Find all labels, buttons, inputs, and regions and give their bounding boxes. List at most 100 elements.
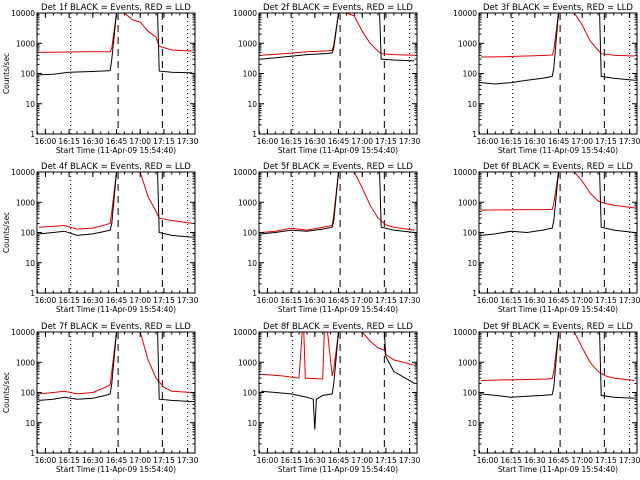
y-tick-label: 10000 [453,9,477,18]
panel-title: Det 4f BLACK = Events, RED = LLD [41,162,191,172]
x-tick-label: 16:45 [548,456,570,465]
x-tick-label: 17:00 [571,296,593,305]
x-axis-label: Start Time (11-Apr-09 15:54:40) [56,146,176,155]
panel-grid: Det 1f BLACK = Events, RED = LLD 1 10 100 10… [2,3,640,474]
y-tick-label: 1 [472,289,477,298]
events-rate-line [39,13,193,76]
y-axis-label: Counts/sec [2,212,11,253]
detector-panel: Det 3f BLACK = Events, RED = LLD 1 10 100 10… [453,3,640,155]
detector-panel: Det 9f BLACK = Events, RED = LLD 1 10 100 10… [453,322,640,474]
y-tick-label: 100 [243,229,258,238]
x-tick-label: 16:00 [477,456,499,465]
x-tick-label: 17:30 [619,296,640,305]
x-tick-label: 16:45 [106,296,128,305]
x-axis-label: Start Time (11-Apr-09 15:54:40) [498,146,618,155]
detector-panel: Det 6f BLACK = Events, RED = LLD 1 10 100 10… [453,162,640,314]
x-tick-label: 17:15 [595,137,617,146]
y-tick-label: 10 [25,100,35,109]
x-tick-label: 17:30 [399,296,421,305]
y-tick-label: 100 [463,389,478,398]
x-tick-label: 17:30 [177,296,199,305]
lld-rate-line [481,332,635,381]
y-tick-label: 1 [252,449,257,458]
x-tick-label: 17:30 [177,137,199,146]
x-tick-label: 16:45 [328,137,350,146]
detector-panel: Det 7f BLACK = Events, RED = LLD 1 10 100 10… [2,322,199,474]
y-tick-label: 10000 [233,9,257,18]
panel-title: Det 6f BLACK = Events, RED = LLD [483,162,633,172]
y-tick-label: 1000 [16,39,35,48]
x-tick-label: 16:15 [280,296,302,305]
x-tick-label: 17:00 [351,456,373,465]
x-tick-label: 16:45 [106,137,128,146]
x-tick-label: 16:45 [328,296,350,305]
y-tick-label: 1 [252,130,257,139]
y-tick-label: 1000 [238,39,257,48]
detector-panel: Det 1f BLACK = Events, RED = LLD 1 10 100 10… [2,3,199,155]
y-tick-label: 100 [21,389,36,398]
y-tick-label: 100 [21,70,36,79]
panel-title: Det 2f BLACK = Events, RED = LLD [263,3,413,13]
x-tick-label: 16:00 [477,137,499,146]
x-tick-label: 17:00 [129,456,151,465]
x-axis-label: Start Time (11-Apr-09 15:54:40) [56,305,176,314]
events-rate-line [39,332,193,403]
x-tick-label: 17:00 [351,137,373,146]
y-tick-label: 100 [243,389,258,398]
y-tick-label: 1 [30,449,35,458]
y-tick-label: 1000 [16,198,35,207]
x-axis-label: Start Time (11-Apr-09 15:54:40) [498,465,618,474]
y-tick-label: 10000 [233,168,257,177]
x-tick-label: 17:15 [153,137,175,146]
y-tick-label: 1000 [458,358,477,367]
y-tick-label: 10 [467,419,477,428]
detector-panel: Det 2f BLACK = Events, RED = LLD 1 10 100 10… [233,3,421,155]
y-tick-label: 1 [472,130,477,139]
y-tick-label: 1 [30,130,35,139]
x-tick-label: 17:00 [351,296,373,305]
x-tick-label: 16:30 [304,296,326,305]
y-tick-label: 10000 [233,328,257,337]
y-tick-label: 1000 [458,198,477,207]
events-rate-line [481,172,635,236]
y-tick-label: 100 [243,70,258,79]
x-axis-label: Start Time (11-Apr-09 15:54:40) [278,305,398,314]
panel-title: Det 9f BLACK = Events, RED = LLD [483,322,633,332]
x-tick-label: 17:00 [571,456,593,465]
x-tick-label: 17:30 [619,137,640,146]
x-tick-label: 17:00 [129,137,151,146]
y-tick-label: 10 [25,259,35,268]
x-tick-label: 16:00 [257,137,279,146]
y-tick-label: 10 [467,259,477,268]
x-tick-label: 16:15 [280,456,302,465]
x-tick-label: 17:15 [595,296,617,305]
x-tick-label: 17:15 [153,296,175,305]
x-tick-label: 16:15 [58,456,80,465]
x-tick-label: 17:15 [595,456,617,465]
y-tick-label: 10000 [11,168,35,177]
panel-title: Det 1f BLACK = Events, RED = LLD [41,3,191,13]
x-tick-label: 16:15 [58,137,80,146]
x-tick-label: 17:15 [375,456,397,465]
x-tick-label: 16:45 [328,456,350,465]
y-tick-label: 1 [30,289,35,298]
y-tick-label: 1000 [238,358,257,367]
x-tick-label: 16:15 [58,296,80,305]
events-rate-line [481,13,635,85]
y-tick-label: 10000 [11,9,35,18]
x-tick-label: 16:00 [35,137,57,146]
x-tick-label: 16:30 [82,137,104,146]
events-rate-line [261,332,415,430]
y-axis-label: Counts/sec [2,53,11,94]
x-tick-label: 16:30 [524,296,546,305]
y-tick-label: 10000 [453,168,477,177]
y-tick-label: 10 [247,419,257,428]
y-tick-label: 10000 [453,328,477,337]
detector-panel: Det 8f BLACK = Events, RED = LLD 1 10 100 10… [233,322,421,474]
panel-title: Det 3f BLACK = Events, RED = LLD [483,3,633,13]
x-axis-label: Start Time (11-Apr-09 15:54:40) [56,465,176,474]
x-tick-label: 17:00 [571,137,593,146]
y-tick-label: 1000 [458,39,477,48]
